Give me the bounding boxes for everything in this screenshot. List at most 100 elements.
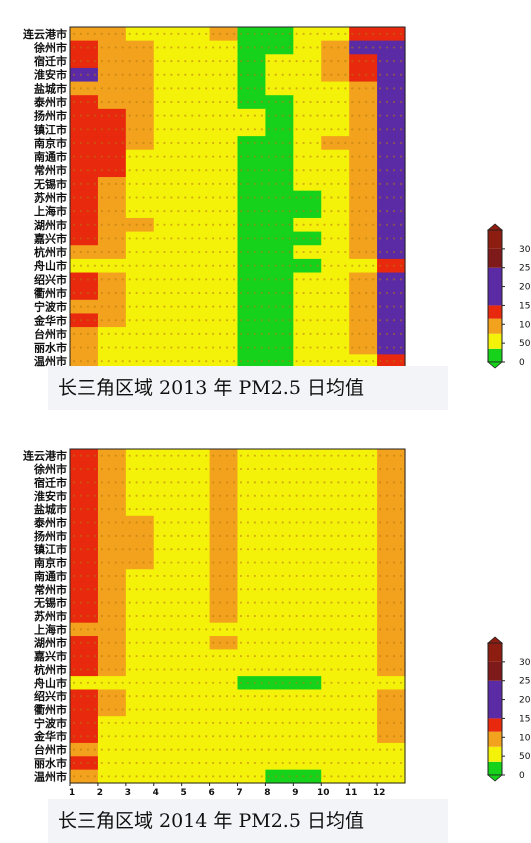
day-marker [219, 73, 222, 76]
heatmap-cell [153, 231, 183, 246]
heatmap-cell [153, 354, 183, 369]
day-marker [288, 521, 291, 524]
heatmap-cell [70, 81, 99, 96]
day-marker [205, 264, 208, 267]
day-marker [114, 748, 117, 751]
heatmap-cell [349, 462, 378, 477]
day-marker [372, 264, 375, 267]
heatmap-cell [293, 689, 322, 704]
day-marker [198, 494, 201, 497]
day-marker [274, 196, 277, 199]
day-marker [330, 628, 333, 631]
day-marker [142, 654, 145, 658]
day-marker [72, 114, 76, 117]
day-marker [288, 73, 291, 76]
heatmap-cell [181, 769, 211, 784]
day-marker [253, 481, 256, 484]
day-marker [316, 291, 319, 295]
day-marker [86, 237, 90, 240]
day-marker [72, 305, 76, 308]
day-marker [114, 155, 117, 158]
day-marker [385, 668, 389, 671]
day-marker [358, 614, 361, 618]
heatmap-cell [70, 217, 99, 233]
day-marker [288, 291, 291, 295]
day-marker [330, 73, 333, 76]
colorbar-label: 300 [519, 658, 531, 668]
day-marker [191, 654, 194, 658]
chart-caption-2014: 长三角区域 2014 年 PM2.5 日均值 [48, 799, 448, 843]
day-marker [135, 654, 138, 658]
day-marker [323, 574, 326, 578]
heatmap-cell [70, 327, 99, 342]
heatmap-cell [321, 67, 350, 83]
day-marker [163, 291, 166, 295]
day-marker [212, 291, 215, 295]
day-marker [219, 561, 222, 564]
day-marker [225, 588, 229, 591]
day-marker [184, 508, 187, 511]
day-marker [149, 654, 152, 658]
heatmap-cell [181, 742, 211, 757]
day-marker [205, 250, 208, 254]
colorbar-segment [488, 318, 502, 334]
day-marker [198, 681, 201, 684]
day-marker [177, 481, 180, 484]
day-marker [170, 481, 173, 484]
day-marker [330, 141, 333, 145]
day-marker [100, 73, 103, 76]
day-marker [212, 708, 215, 711]
heatmap-cell [321, 95, 350, 110]
day-marker [379, 628, 382, 631]
day-marker [100, 775, 103, 778]
day-marker [232, 708, 236, 711]
heatmap-cell [125, 258, 155, 274]
day-marker [198, 250, 201, 254]
day-marker [107, 319, 110, 322]
day-marker [351, 223, 354, 226]
day-marker [184, 521, 187, 524]
day-marker [198, 346, 201, 349]
heatmap-cell [70, 313, 99, 328]
day-marker [385, 360, 389, 363]
day-marker [392, 641, 396, 644]
day-marker [225, 574, 229, 578]
day-marker [372, 467, 375, 471]
day-marker [205, 169, 208, 172]
heatmap-cell [181, 81, 211, 96]
heatmap-cell [181, 258, 211, 274]
day-marker [198, 761, 201, 765]
day-marker [198, 141, 201, 145]
day-marker [316, 735, 319, 738]
day-marker [72, 761, 76, 765]
day-marker [274, 305, 277, 308]
day-marker [212, 614, 215, 618]
heatmap-cell [181, 595, 211, 610]
heatmap-cell [181, 622, 211, 637]
day-marker [156, 319, 159, 322]
day-marker [274, 494, 277, 497]
heatmap-chart-2014: 连云港市徐州市宿迁市淮安市盐城市泰州市扬州市镇江市南京市南通市常州市无锡市苏州市… [23, 448, 531, 798]
day-marker [385, 561, 389, 564]
day-marker [79, 534, 83, 537]
day-marker [323, 114, 326, 117]
day-marker [79, 748, 83, 751]
heatmap-cell [70, 190, 99, 205]
day-marker [309, 481, 312, 484]
day-marker [372, 278, 375, 281]
heatmap-cell [349, 354, 378, 369]
day-marker [281, 735, 284, 738]
day-marker [253, 346, 256, 349]
day-marker [309, 291, 312, 295]
day-marker [232, 237, 236, 240]
day-marker [219, 641, 222, 644]
heatmap-cell [209, 54, 239, 69]
day-marker [392, 250, 396, 254]
day-marker [358, 332, 361, 335]
day-marker [128, 114, 131, 117]
day-marker [302, 346, 305, 349]
day-marker [177, 601, 180, 604]
day-marker [295, 73, 298, 76]
day-marker [72, 668, 76, 671]
day-marker [399, 278, 403, 281]
